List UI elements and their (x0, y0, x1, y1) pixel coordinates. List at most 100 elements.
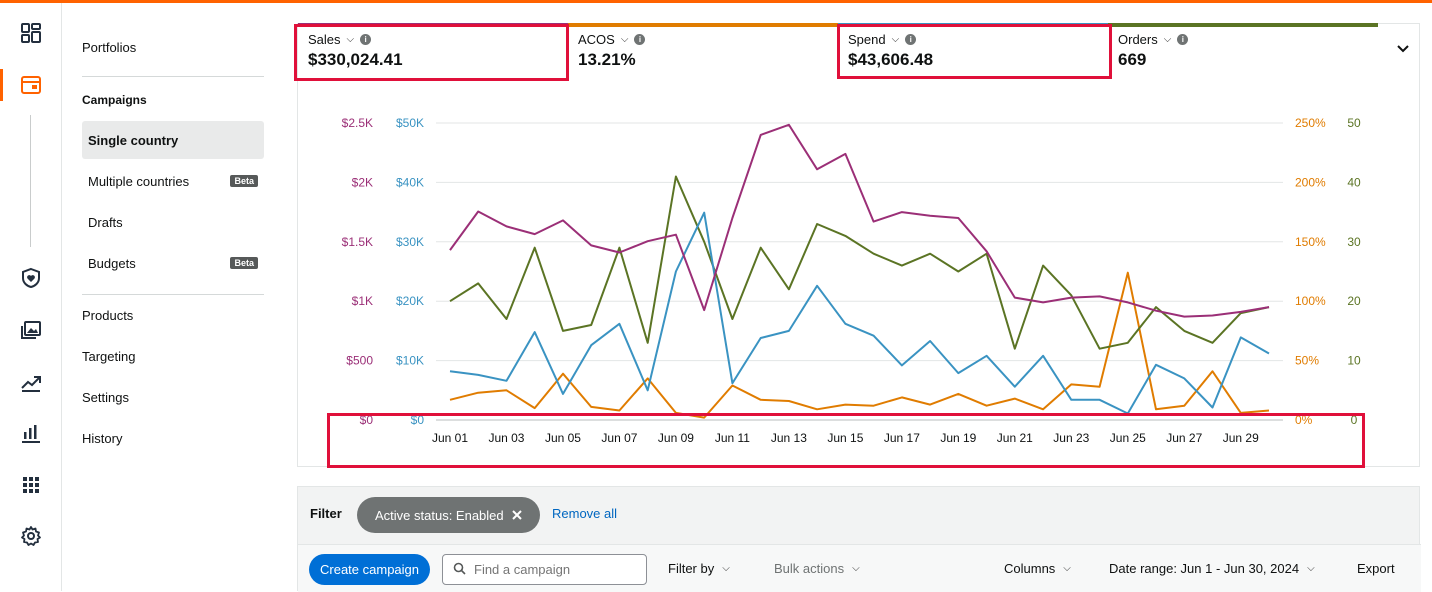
search-icon (453, 562, 466, 578)
date-range-dropdown[interactable]: Date range: Jun 1 - Jun 30, 2024 ⌵ (1109, 561, 1315, 576)
highlight-box-xaxis (327, 413, 1365, 468)
metric-color-bar (568, 23, 838, 27)
nav-targeting[interactable]: Targeting (82, 349, 136, 364)
filter-bar: Filter Active status: Enabled Remove all… (297, 486, 1421, 592)
bulk-actions-dropdown[interactable]: Bulk actions ⌵ (774, 561, 860, 576)
nav-multiple-countries[interactable]: Multiple countries Beta (82, 162, 264, 200)
metric-label: Orders (1118, 32, 1158, 47)
export-button[interactable]: Export (1357, 561, 1395, 576)
orders-axis-tick: 20 (1347, 294, 1361, 308)
sales-axis-tick: $500 (346, 354, 373, 368)
trend-icon[interactable] (19, 370, 43, 394)
campaign-subnav: Portfolios Campaigns Single country Mult… (62, 3, 280, 591)
highlight-box-spend (837, 24, 1112, 79)
filter-label: Filter (310, 506, 342, 521)
nav-item-label: Drafts (88, 214, 123, 230)
info-icon[interactable]: i (634, 34, 646, 45)
x-axis-tick: Jun 25 (1110, 431, 1146, 445)
x-axis-tick: Jun 13 (771, 431, 807, 445)
orders-axis-tick: 10 (1347, 354, 1361, 368)
spend-axis-tick: $30K (396, 235, 424, 249)
x-axis-tick: Jun 23 (1053, 431, 1089, 445)
metric-color-bar (1108, 23, 1378, 27)
chevron-down-icon: ⌵ (1307, 563, 1315, 574)
sales-axis-tick: $1K (352, 294, 373, 308)
nav-history[interactable]: History (82, 431, 123, 446)
dashboard-icon[interactable] (19, 21, 43, 45)
info-icon[interactable]: i (360, 34, 372, 45)
nav-portfolios[interactable]: Portfolios (82, 40, 137, 55)
x-axis-tick: Jun 21 (997, 431, 1033, 445)
chip-label: Active status: Enabled (375, 507, 504, 523)
metric-label: Sales (308, 32, 341, 47)
acos-axis-tick: 0% (1295, 413, 1313, 427)
nav-single-country[interactable]: Single country (82, 121, 264, 159)
apps-grid-icon[interactable] (19, 473, 43, 497)
nav-item-label: Single country (88, 132, 179, 148)
bar-report-icon[interactable] (19, 421, 43, 445)
orders-axis-tick: 0 (1351, 413, 1358, 427)
x-axis-tick: Jun 03 (488, 431, 524, 445)
nav-divider (82, 294, 264, 295)
chevron-down-icon[interactable]: ⌵ (891, 34, 900, 45)
spend-axis-tick: $10K (396, 354, 424, 368)
info-icon[interactable]: i (905, 34, 917, 45)
filter-by-label: Filter by (668, 561, 715, 576)
nav-products[interactable]: Products (82, 308, 134, 323)
bulk-actions-label: Bulk actions (774, 561, 845, 576)
settings-gear-icon[interactable] (19, 524, 43, 548)
highlight-box-sales (294, 24, 569, 81)
chevron-down-icon[interactable]: ⌵ (620, 34, 629, 45)
metric-label: ACOS (578, 32, 615, 47)
x-axis-tick: Jun 05 (545, 431, 581, 445)
x-axis-tick: Jun 17 (884, 431, 920, 445)
columns-label: Columns (1004, 561, 1056, 576)
shield-heart-icon[interactable] (19, 266, 43, 290)
filter-by-dropdown[interactable]: Filter by ⌵ (668, 561, 730, 576)
performance-line-chart: $0 $0 0% 0 $500 $10K 50% 10 $1K $20K 100% 20 $1.5K $3… (342, 116, 1361, 445)
chevron-down-icon: ⌵ (1063, 563, 1071, 574)
orders-axis-tick: 50 (1347, 116, 1361, 130)
expand-chevron-icon[interactable] (1397, 40, 1409, 56)
metric-orders[interactable]: Orders ⌵ i 669 (1108, 23, 1378, 80)
create-campaign-button[interactable]: Create campaign (309, 554, 430, 585)
sales-axis-tick: $0 (360, 413, 374, 427)
acos-axis-tick: 50% (1295, 354, 1319, 368)
spend-axis-tick: $20K (396, 294, 424, 308)
chevron-down-icon[interactable]: ⌵ (346, 34, 355, 45)
info-icon[interactable]: i (1177, 34, 1189, 45)
nav-budgets[interactable]: Budgets Beta (82, 244, 264, 282)
nav-item-label: Multiple countries (88, 173, 190, 189)
metric-acos[interactable]: ACOS ⌵ i 13.21% (568, 23, 838, 80)
icon-rail (0, 3, 62, 591)
performance-chart-panel: $0 $0 0% 0 $500 $10K 50% 10 $1K $20K 100% 20 $1.5K $3… (297, 79, 1420, 467)
sales-axis-tick: $2K (352, 175, 373, 189)
remove-all-link[interactable]: Remove all (552, 506, 618, 521)
spend-axis-tick: $50K (396, 116, 424, 130)
search-input[interactable] (474, 562, 634, 577)
top-accent-bar (0, 0, 1432, 3)
beta-badge: Beta (230, 175, 258, 187)
close-icon[interactable] (511, 508, 522, 523)
columns-dropdown[interactable]: Columns ⌵ (1004, 561, 1071, 576)
metric-value: 13.21% (578, 50, 636, 69)
spend-axis-tick: $0 (411, 413, 425, 427)
nav-campaigns-heading: Campaigns (82, 93, 147, 107)
creative-media-icon[interactable] (19, 318, 43, 342)
chevron-down-icon[interactable]: ⌵ (1163, 34, 1172, 45)
orders-axis-tick: 30 (1347, 235, 1361, 249)
series-line-spend (449, 211, 1270, 415)
acos-axis-tick: 200% (1295, 175, 1326, 189)
x-axis-tick: Jun 27 (1166, 431, 1202, 445)
spend-axis-tick: $40K (396, 175, 424, 189)
campaign-manager-icon[interactable] (19, 73, 43, 97)
active-status-chip[interactable]: Active status: Enabled (357, 497, 540, 533)
date-range-label: Date range: Jun 1 - Jun 30, 2024 (1109, 561, 1300, 576)
active-indicator (0, 69, 3, 101)
nav-item-label: Budgets (88, 255, 136, 271)
nav-drafts[interactable]: Drafts (82, 203, 264, 241)
sales-axis-tick: $1.5K (342, 235, 373, 249)
nav-settings[interactable]: Settings (82, 390, 129, 405)
nav-divider (82, 76, 264, 77)
campaign-search (442, 554, 647, 585)
